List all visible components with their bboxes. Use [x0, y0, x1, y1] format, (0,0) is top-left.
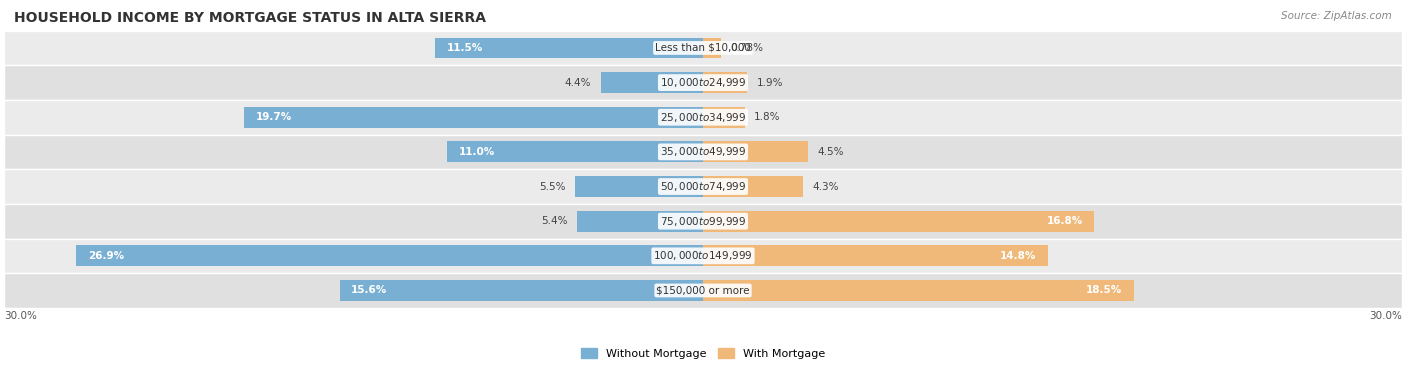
Bar: [4, 31, 1402, 65]
Text: 4.5%: 4.5%: [817, 147, 844, 157]
Bar: [703, 107, 745, 128]
Bar: [703, 245, 1047, 266]
Text: 11.0%: 11.0%: [458, 147, 495, 157]
Text: $100,000 to $149,999: $100,000 to $149,999: [654, 249, 752, 262]
Bar: [703, 37, 721, 58]
Text: $150,000 or more: $150,000 or more: [657, 285, 749, 296]
Bar: [340, 280, 703, 301]
Bar: [575, 176, 703, 197]
Text: Source: ZipAtlas.com: Source: ZipAtlas.com: [1281, 11, 1392, 21]
Text: 4.3%: 4.3%: [813, 181, 839, 192]
Text: 1.9%: 1.9%: [756, 77, 783, 88]
Bar: [4, 65, 1402, 100]
Text: $35,000 to $49,999: $35,000 to $49,999: [659, 146, 747, 158]
Text: 11.5%: 11.5%: [447, 43, 484, 53]
Bar: [578, 211, 703, 232]
Text: 18.5%: 18.5%: [1085, 285, 1122, 296]
Text: 16.8%: 16.8%: [1046, 216, 1083, 226]
Bar: [4, 273, 1402, 308]
Text: 26.9%: 26.9%: [89, 251, 124, 261]
Bar: [76, 245, 703, 266]
Text: 1.8%: 1.8%: [754, 112, 780, 122]
Bar: [245, 107, 703, 128]
Text: $75,000 to $99,999: $75,000 to $99,999: [659, 215, 747, 228]
Bar: [703, 141, 808, 162]
Text: 15.6%: 15.6%: [352, 285, 388, 296]
Text: $10,000 to $24,999: $10,000 to $24,999: [659, 76, 747, 89]
Bar: [600, 72, 703, 93]
Text: 0.78%: 0.78%: [731, 43, 763, 53]
Text: HOUSEHOLD INCOME BY MORTGAGE STATUS IN ALTA SIERRA: HOUSEHOLD INCOME BY MORTGAGE STATUS IN A…: [14, 11, 486, 25]
Text: $50,000 to $74,999: $50,000 to $74,999: [659, 180, 747, 193]
Bar: [4, 135, 1402, 169]
Bar: [434, 37, 703, 58]
Text: 5.5%: 5.5%: [538, 181, 565, 192]
Bar: [4, 100, 1402, 135]
Bar: [447, 141, 703, 162]
Bar: [703, 211, 1094, 232]
Bar: [703, 280, 1135, 301]
Text: 4.4%: 4.4%: [565, 77, 591, 88]
Bar: [4, 169, 1402, 204]
Text: Less than $10,000: Less than $10,000: [655, 43, 751, 53]
Legend: Without Mortgage, With Mortgage: Without Mortgage, With Mortgage: [576, 344, 830, 363]
Text: 30.0%: 30.0%: [4, 311, 37, 321]
Bar: [4, 204, 1402, 239]
Text: 14.8%: 14.8%: [1000, 251, 1036, 261]
Text: 19.7%: 19.7%: [256, 112, 292, 122]
Text: 30.0%: 30.0%: [1369, 311, 1402, 321]
Text: $25,000 to $34,999: $25,000 to $34,999: [659, 111, 747, 124]
Bar: [4, 239, 1402, 273]
Bar: [703, 72, 747, 93]
Text: 5.4%: 5.4%: [541, 216, 568, 226]
Bar: [703, 176, 803, 197]
